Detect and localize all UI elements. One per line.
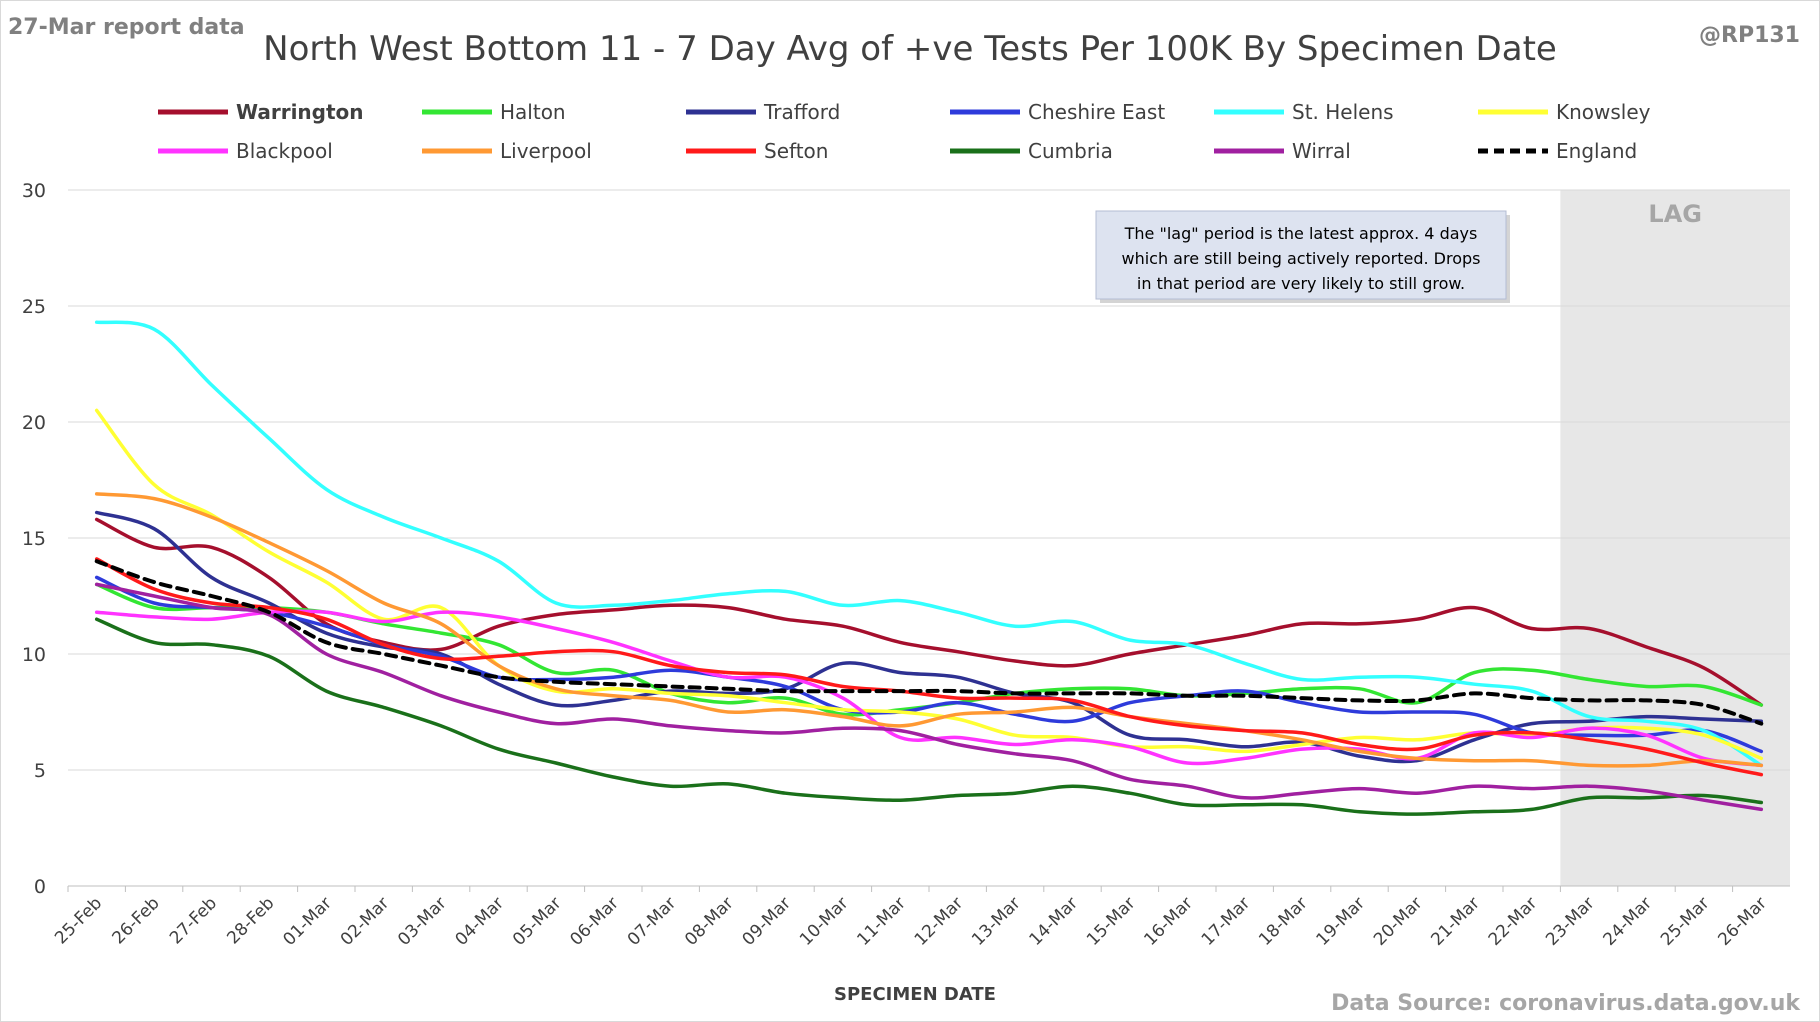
x-axis-title: SPECIMEN DATE [834, 984, 996, 1005]
legend: Warrington Halton Trafford Cheshire East St.… [158, 100, 1651, 163]
y-tick-label: 15 [22, 528, 46, 550]
legend-label: Warrington [236, 100, 364, 124]
legend-label: Halton [500, 100, 566, 124]
lag-note-line-1: The "lag" period is the latest approx. 4… [1124, 224, 1478, 243]
series-lines [94, 320, 1764, 816]
legend-label: Sefton [764, 139, 828, 163]
legend-label: England [1556, 139, 1637, 163]
chart-title: North West Bottom 11 - 7 Day Avg of +ve … [263, 29, 1557, 69]
legend-label: Liverpool [500, 139, 592, 163]
lag-label: LAG [1648, 200, 1702, 228]
legend-label: Knowsley [1556, 100, 1651, 124]
lag-note-box [1095, 210, 1507, 300]
legend-label: Blackpool [236, 139, 333, 163]
legend-label: Cumbria [1028, 139, 1113, 163]
lag-note-line-3: in that period are very likely to still … [1137, 274, 1465, 293]
series-line-england [94, 559, 1764, 726]
series-line-st-helens [94, 320, 1764, 768]
y-tick-label: 10 [22, 644, 46, 666]
lag-note-line-2: which are still being actively reported.… [1121, 249, 1480, 268]
handle-label: @RP131 [1699, 23, 1800, 48]
series-line-wirral [94, 582, 1764, 812]
data-source: Data Source: coronavirus.data.gov.uk [1331, 991, 1801, 1016]
report-label: 27-Mar report data [8, 15, 245, 40]
series-line-blackpool [94, 609, 1764, 768]
legend-label: Trafford [763, 100, 840, 124]
series-line-liverpool [94, 492, 1764, 768]
legend-label: St. Helens [1292, 100, 1394, 124]
legend-label: Wirral [1292, 139, 1351, 163]
y-tick-label: 5 [34, 760, 46, 782]
y-axis: 0 5 10 15 20 25 30 [22, 180, 46, 898]
y-tick-label: 20 [22, 412, 46, 434]
series-line-cumbria [94, 617, 1764, 816]
y-tick-label: 30 [22, 180, 46, 202]
lag-note: The "lag" period is the latest approx. 4… [1095, 210, 1510, 303]
y-tick-label: 25 [22, 296, 46, 318]
series-line-sefton [94, 557, 1764, 777]
legend-label: Cheshire East [1028, 100, 1165, 124]
y-tick-label: 0 [34, 876, 46, 898]
series-line-trafford [94, 510, 1764, 764]
